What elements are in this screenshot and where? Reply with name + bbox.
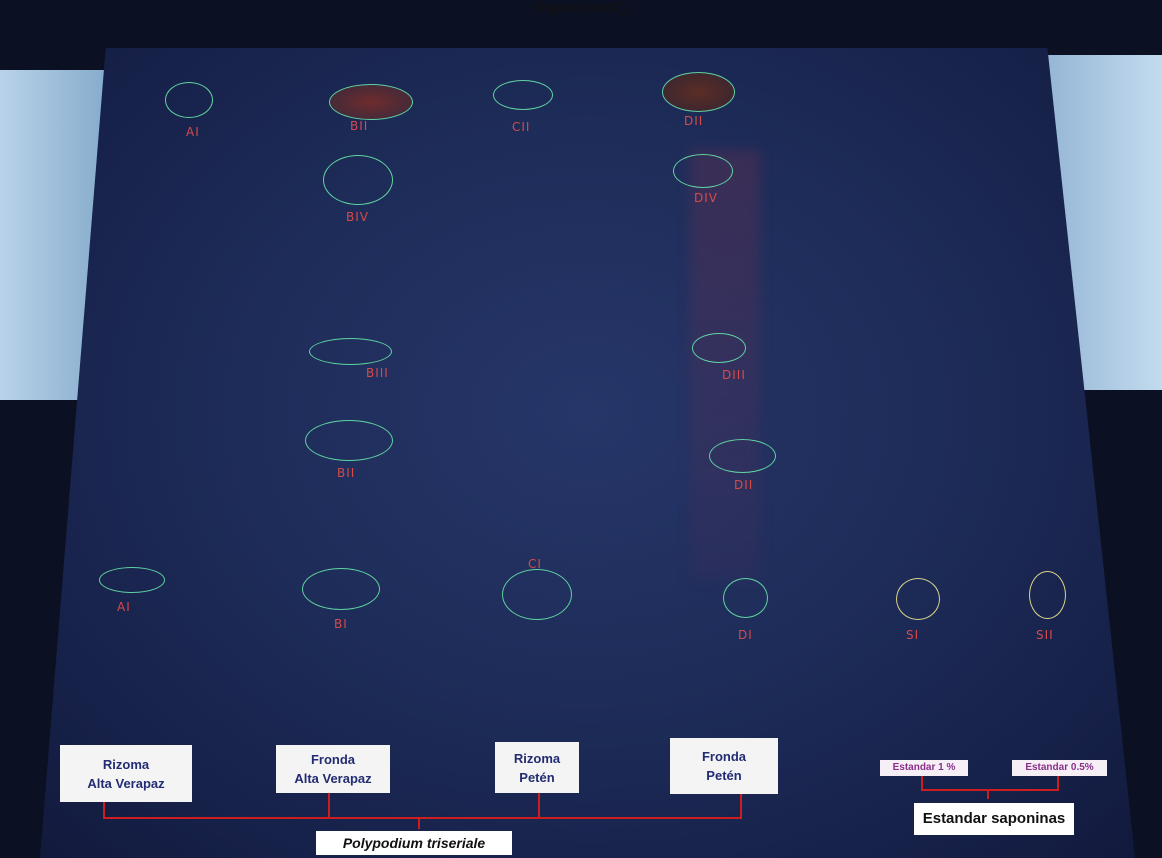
caption-species: Polypodium triseriale [316, 831, 512, 855]
label-standard-2: Estandar 0.5% [1012, 760, 1107, 776]
label-rizoma-peten: Rizoma Petén [495, 742, 579, 793]
mark-a-i: AI [117, 600, 131, 614]
spot-b-iii [309, 338, 392, 365]
mark-b-iii: BIII [366, 366, 389, 380]
label-standard-1: Estandar 1 % [880, 760, 968, 776]
label-line2: Alta Verapaz [87, 775, 165, 791]
label-rizoma-alta-verapaz: Rizoma Alta Verapaz [60, 745, 192, 802]
spot-c-top [493, 80, 553, 110]
label-line2: Petén [519, 769, 555, 785]
label-fronda-peten: Fronda Petén [670, 738, 778, 794]
spot-a-i [99, 567, 165, 593]
label-line1: Rizoma [513, 750, 561, 766]
mark-b-top: BII [350, 119, 369, 133]
mark-b-ii: BII [337, 466, 356, 480]
bracket-tick-s1 [921, 776, 923, 790]
bracket-stem-species [418, 817, 420, 829]
mark-d-i: DI [738, 628, 753, 642]
spot-standard-1 [896, 578, 940, 620]
label-line2: Petén [706, 768, 742, 783]
tlc-plate [40, 48, 1135, 858]
bracket-tick-d [740, 794, 742, 818]
bracket-tick-c [538, 793, 540, 818]
bracket-stem-standards [987, 789, 989, 799]
mark-c-i: CI [528, 557, 542, 571]
label-fronda-alta-verapaz: Fronda Alta Verapaz [276, 745, 390, 793]
caption-standards: Estandar saponinas [914, 803, 1074, 835]
mark-b-i: BI [334, 617, 348, 631]
label-line2: Alta Verapaz [294, 771, 372, 786]
spot-b-top [329, 84, 413, 120]
bracket-tick-s2 [1057, 776, 1059, 790]
spot-d-iii [692, 333, 746, 363]
spot-a-top [165, 82, 213, 118]
lane-d-streak [690, 150, 760, 580]
label-line1: Rizoma [102, 756, 150, 772]
mark-standard-1: SI [906, 628, 920, 642]
spot-b-i [302, 568, 380, 610]
spot-d-i [723, 578, 768, 618]
bracket-bar-standards [921, 789, 1059, 791]
spot-d-top [662, 72, 735, 112]
mark-d-ii: DII [734, 478, 754, 492]
label-line1: Fronda [701, 749, 747, 764]
mark-a-top: AI [186, 125, 200, 139]
spot-b-ii [305, 420, 393, 461]
bracket-bar-species [103, 817, 742, 819]
spot-b-iv [323, 155, 393, 205]
spot-c-i [502, 569, 572, 620]
spot-d-ii [709, 439, 776, 473]
spot-d-iv [673, 154, 733, 188]
mark-d-iv: DIV [694, 191, 718, 205]
bracket-tick-b [328, 793, 330, 818]
mark-standard-2: SII [1036, 628, 1054, 642]
figure-caption: Figura (cont.) [536, 0, 626, 15]
mark-b-iv: BIV [346, 210, 369, 224]
bracket-tick-a [103, 802, 105, 818]
label-line1: Fronda [310, 752, 356, 767]
spot-standard-2 [1029, 571, 1066, 619]
mark-d-top: DII [684, 114, 704, 128]
mark-d-iii: DIII [722, 368, 746, 382]
mark-c-top: CII [512, 120, 531, 134]
